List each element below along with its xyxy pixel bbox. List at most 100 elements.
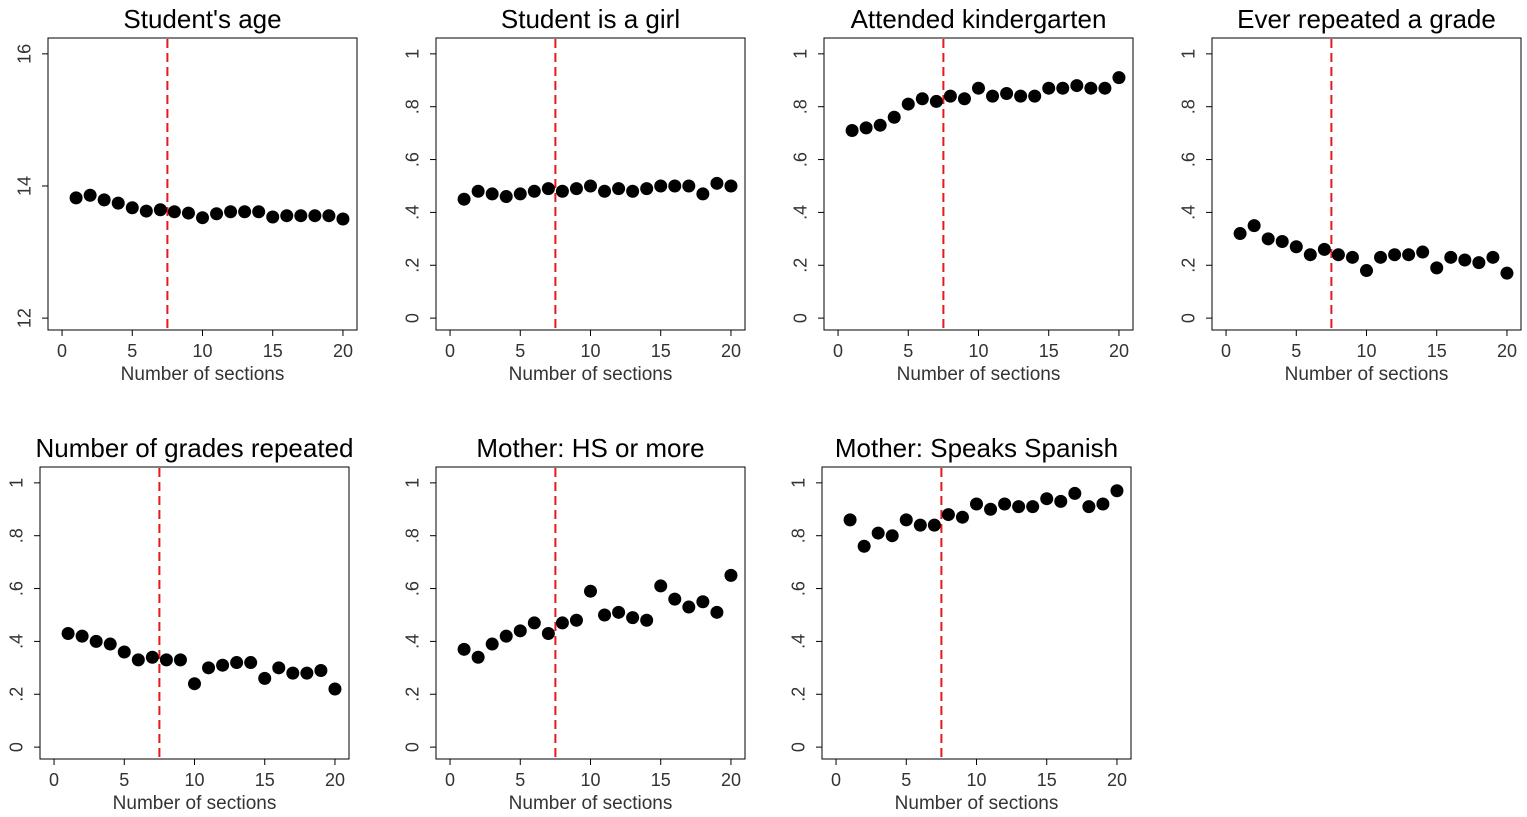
point (1070, 79, 1084, 93)
y-tick-label: 12 (15, 308, 35, 328)
point (845, 123, 859, 137)
y-tick-label: .6 (791, 152, 811, 167)
plot-frame (435, 466, 746, 760)
point (1014, 89, 1028, 103)
point (513, 187, 527, 201)
point (1068, 486, 1082, 500)
y-tick-label: .4 (791, 205, 811, 220)
x-tick-label: 0 (1221, 341, 1231, 361)
point (1012, 500, 1026, 514)
point (1458, 253, 1472, 267)
y-tick-label: .6 (403, 581, 423, 596)
point (1472, 256, 1486, 270)
x-tick-label: 15 (255, 770, 275, 790)
point (294, 209, 308, 223)
point (1098, 81, 1112, 95)
point (75, 629, 89, 643)
point (1000, 86, 1014, 100)
point (1275, 234, 1289, 248)
point (1317, 242, 1331, 256)
point (569, 182, 583, 196)
point (584, 179, 597, 193)
point (336, 212, 350, 226)
point (322, 209, 336, 223)
point (654, 579, 668, 593)
y-tick-label: .4 (403, 205, 423, 220)
point (111, 196, 125, 210)
point (1054, 494, 1068, 508)
point (527, 616, 541, 630)
panel-title: Ever repeated a grade (1237, 4, 1496, 34)
panel-title: Student is a girl (501, 4, 680, 34)
x-tick-label: 15 (651, 770, 671, 790)
point (471, 650, 485, 664)
point (103, 637, 117, 651)
point (696, 187, 710, 201)
point (569, 613, 583, 627)
point (513, 624, 527, 638)
point (1416, 245, 1430, 259)
point (710, 605, 724, 619)
x-tick-label: 10 (184, 770, 204, 790)
point (626, 611, 640, 625)
point (308, 209, 322, 223)
y-tick-label: .4 (789, 634, 809, 649)
point (527, 184, 541, 198)
point (541, 626, 555, 640)
point (927, 518, 941, 532)
y-tick-label: 0 (789, 742, 809, 752)
x-axis-label: Number of sections (895, 793, 1059, 814)
point (986, 89, 1000, 103)
point (640, 613, 654, 627)
y-tick-label: .6 (789, 581, 809, 596)
point (1289, 240, 1303, 254)
y-tick-label: 0 (1179, 313, 1199, 323)
x-tick-label: 10 (968, 341, 988, 361)
point (710, 176, 724, 190)
point (485, 187, 499, 201)
point (955, 510, 969, 524)
plot-frame (47, 37, 358, 331)
point (1374, 250, 1388, 264)
y-tick-label: .2 (403, 258, 423, 273)
point (1402, 248, 1416, 262)
point (210, 207, 224, 221)
point (238, 205, 252, 219)
point (457, 192, 471, 206)
point (258, 671, 272, 685)
x-tick-label: 10 (192, 341, 212, 361)
panel-title: Mother: Speaks Spanish (835, 433, 1118, 463)
x-tick-label: 20 (333, 341, 353, 361)
x-tick-label: 5 (515, 341, 525, 361)
point (612, 182, 626, 196)
point (555, 184, 569, 198)
x-tick-label: 10 (966, 770, 986, 790)
point (181, 206, 195, 220)
y-tick-label: .4 (403, 634, 423, 649)
y-tick-label: .8 (403, 528, 423, 543)
point (499, 629, 513, 643)
point (984, 502, 998, 516)
point (626, 184, 640, 198)
point (1430, 261, 1444, 275)
x-tick-label: 20 (325, 770, 345, 790)
point (885, 529, 899, 543)
point (871, 526, 885, 540)
point (901, 97, 915, 111)
x-tick-label: 20 (721, 341, 741, 361)
y-tick-label: .2 (403, 687, 423, 702)
plot-frame (39, 466, 350, 760)
point (1331, 248, 1345, 262)
point (1026, 500, 1040, 514)
point (899, 513, 913, 527)
point (471, 184, 485, 198)
y-tick-label: 14 (15, 176, 35, 196)
y-tick-label: .4 (7, 634, 27, 649)
point (598, 608, 612, 622)
point (196, 211, 209, 225)
y-tick-label: .2 (789, 687, 809, 702)
point (1444, 250, 1458, 264)
point (1082, 500, 1096, 514)
x-tick-label: 15 (651, 341, 671, 361)
